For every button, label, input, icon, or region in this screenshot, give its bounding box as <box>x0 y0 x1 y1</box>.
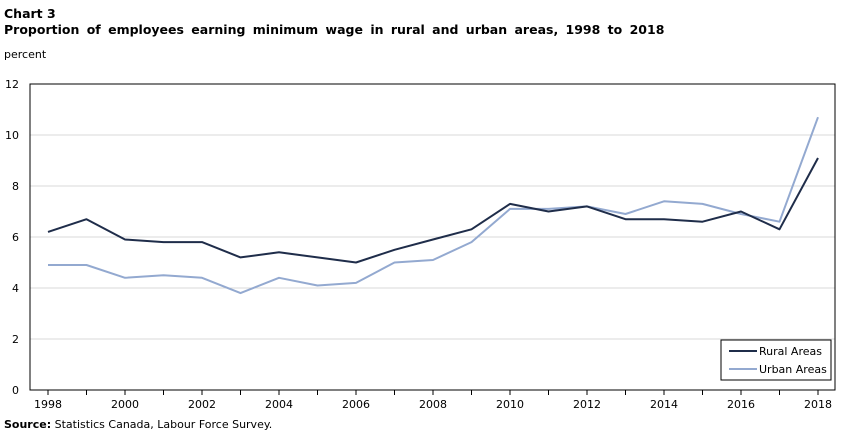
x-tick-label: 2006 <box>342 398 370 411</box>
source-note: Source: Statistics Canada, Labour Force … <box>4 418 272 432</box>
legend-label-urban: Urban Areas <box>759 363 827 376</box>
y-axis-unit-label: percent <box>4 48 47 61</box>
y-tick-label: 4 <box>12 282 19 295</box>
x-tick-label: 2014 <box>650 398 678 411</box>
chart-title: Proportion of employees earning minimum … <box>4 22 665 37</box>
x-tick-label: 2008 <box>419 398 447 411</box>
series-line-urban <box>48 116 819 295</box>
y-tick-label: 8 <box>12 180 19 193</box>
series-line-rural <box>47 157 819 264</box>
chart-number: Chart 3 <box>4 6 56 21</box>
y-tick-label: 2 <box>12 333 19 346</box>
y-axis-tick-labels: 0 2 4 6 8 10 12 <box>5 78 19 397</box>
gridlines <box>30 134 835 340</box>
legend-label-rural: Rural Areas <box>759 345 822 358</box>
x-tick-label: 2000 <box>111 398 139 411</box>
source-text: Statistics Canada, Labour Force Survey. <box>51 418 273 431</box>
x-tick-label: 2016 <box>727 398 755 411</box>
legend-box <box>720 339 832 381</box>
x-axis-tick-labels: 1998 2000 2002 2004 2006 2008 2010 2012 2014 2016… <box>34 390 832 411</box>
y-tick-label: 0 <box>12 384 19 397</box>
x-tick-label: 2012 <box>573 398 601 411</box>
x-tick-label: 2002 <box>188 398 216 411</box>
source-label: Source: <box>4 418 52 431</box>
y-tick-label: 10 <box>5 129 19 142</box>
series-lines <box>47 116 819 295</box>
y-tick-label: 6 <box>12 231 19 244</box>
x-tick-label: 1998 <box>34 398 62 411</box>
legend: Rural Areas Urban Areas <box>720 339 832 381</box>
y-tick-label: 12 <box>5 78 19 91</box>
x-tick-label: 2010 <box>496 398 524 411</box>
x-tick-label: 2004 <box>265 398 293 411</box>
x-tick-label: 2018 <box>804 398 832 411</box>
